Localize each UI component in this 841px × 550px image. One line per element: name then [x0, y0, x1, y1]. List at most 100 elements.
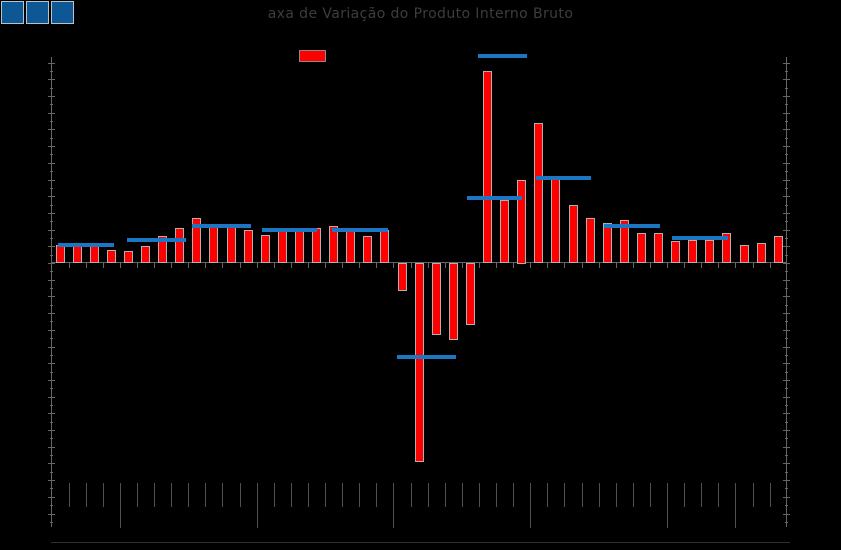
x-bottom-mark — [753, 483, 754, 507]
zero-line-tick — [376, 263, 377, 268]
y-major-tick — [48, 213, 55, 214]
x-bottom-mark — [428, 483, 429, 507]
y-minor-tick — [50, 388, 53, 389]
bar — [312, 228, 321, 263]
zero-line-tick — [69, 263, 70, 268]
zero-line-tick — [359, 263, 360, 268]
reference-line-segment — [127, 238, 186, 242]
y-major-tick — [48, 397, 55, 398]
y-major-tick — [783, 497, 790, 498]
x-bottom-mark — [770, 483, 771, 507]
bar — [175, 228, 184, 263]
zero-line-tick — [154, 263, 155, 268]
blue-square-icon — [26, 1, 49, 24]
y-minor-tick — [50, 104, 53, 105]
x-bottom-mark — [479, 483, 480, 507]
y-major-tick — [783, 196, 790, 197]
y-minor-tick — [50, 505, 53, 506]
y-axis-right — [786, 57, 787, 527]
bar — [517, 180, 526, 264]
y-minor-tick — [50, 488, 53, 489]
zero-line-tick — [257, 263, 258, 268]
zero-baseline — [51, 262, 786, 263]
y-major-tick — [48, 146, 55, 147]
bar — [209, 226, 218, 263]
y-minor-tick — [785, 271, 788, 272]
y-minor-tick — [785, 71, 788, 72]
y-major-tick — [783, 230, 790, 231]
x-bottom-mark — [393, 483, 394, 528]
bar — [73, 245, 82, 263]
y-major-tick — [783, 146, 790, 147]
y-minor-tick — [50, 188, 53, 189]
chart-title: axa de Variação do Produto Interno Bruto — [267, 6, 574, 22]
y-minor-tick — [50, 405, 53, 406]
bar — [398, 263, 407, 291]
y-minor-tick — [785, 488, 788, 489]
y-major-tick — [783, 113, 790, 114]
y-major-tick — [48, 497, 55, 498]
bar — [346, 231, 355, 263]
x-bottom-mark — [564, 483, 565, 507]
y-minor-tick — [785, 438, 788, 439]
y-minor-tick — [50, 205, 53, 206]
zero-line-tick — [342, 263, 343, 268]
y-minor-tick — [785, 505, 788, 506]
x-bottom-mark — [342, 483, 343, 507]
zero-line-tick — [650, 263, 651, 268]
y-major-tick — [48, 347, 55, 348]
reference-line-segment — [604, 224, 660, 228]
zero-line-tick — [240, 263, 241, 268]
y-major-tick — [783, 380, 790, 381]
y-minor-tick — [785, 472, 788, 473]
x-bottom-mark — [274, 483, 275, 507]
y-major-tick — [783, 163, 790, 164]
x-bottom-mark — [171, 483, 172, 507]
reference-line-segment — [192, 224, 251, 228]
reference-line-segment — [58, 243, 114, 247]
bar — [551, 176, 560, 263]
bar — [637, 233, 646, 263]
zero-line-tick — [51, 263, 52, 268]
x-bottom-mark — [599, 483, 600, 507]
y-major-tick — [48, 313, 55, 314]
y-minor-tick — [785, 188, 788, 189]
zero-line-tick — [325, 263, 326, 268]
y-major-tick — [783, 296, 790, 297]
zero-line-tick — [718, 263, 719, 268]
zero-line-tick — [701, 263, 702, 268]
x-bottom-mark — [718, 483, 719, 507]
x-bottom-mark — [616, 483, 617, 507]
y-minor-tick — [50, 71, 53, 72]
y-major-tick — [783, 96, 790, 97]
y-major-tick — [783, 313, 790, 314]
y-minor-tick — [50, 438, 53, 439]
y-major-tick — [783, 397, 790, 398]
x-bottom-mark — [205, 483, 206, 507]
zero-line-tick — [274, 263, 275, 268]
bar — [586, 218, 595, 263]
y-minor-tick — [785, 455, 788, 456]
zero-line-tick — [496, 263, 497, 268]
bar — [90, 245, 99, 263]
bar — [774, 236, 783, 263]
x-bottom-mark — [496, 483, 497, 507]
legend-swatch-red-bars — [299, 50, 326, 62]
y-minor-tick — [785, 221, 788, 222]
zero-line-tick — [86, 263, 87, 268]
y-minor-tick — [50, 138, 53, 139]
y-major-tick — [783, 129, 790, 130]
bar — [432, 263, 441, 335]
reference-line-segment — [397, 355, 456, 359]
x-bottom-mark — [86, 483, 87, 507]
zero-line-tick — [753, 263, 754, 268]
zero-line-tick — [513, 263, 514, 268]
zero-line-tick — [205, 263, 206, 268]
y-minor-tick — [785, 171, 788, 172]
zero-line-tick — [445, 263, 446, 268]
bar — [295, 228, 304, 263]
y-minor-tick — [785, 205, 788, 206]
zero-line-tick — [582, 263, 583, 268]
